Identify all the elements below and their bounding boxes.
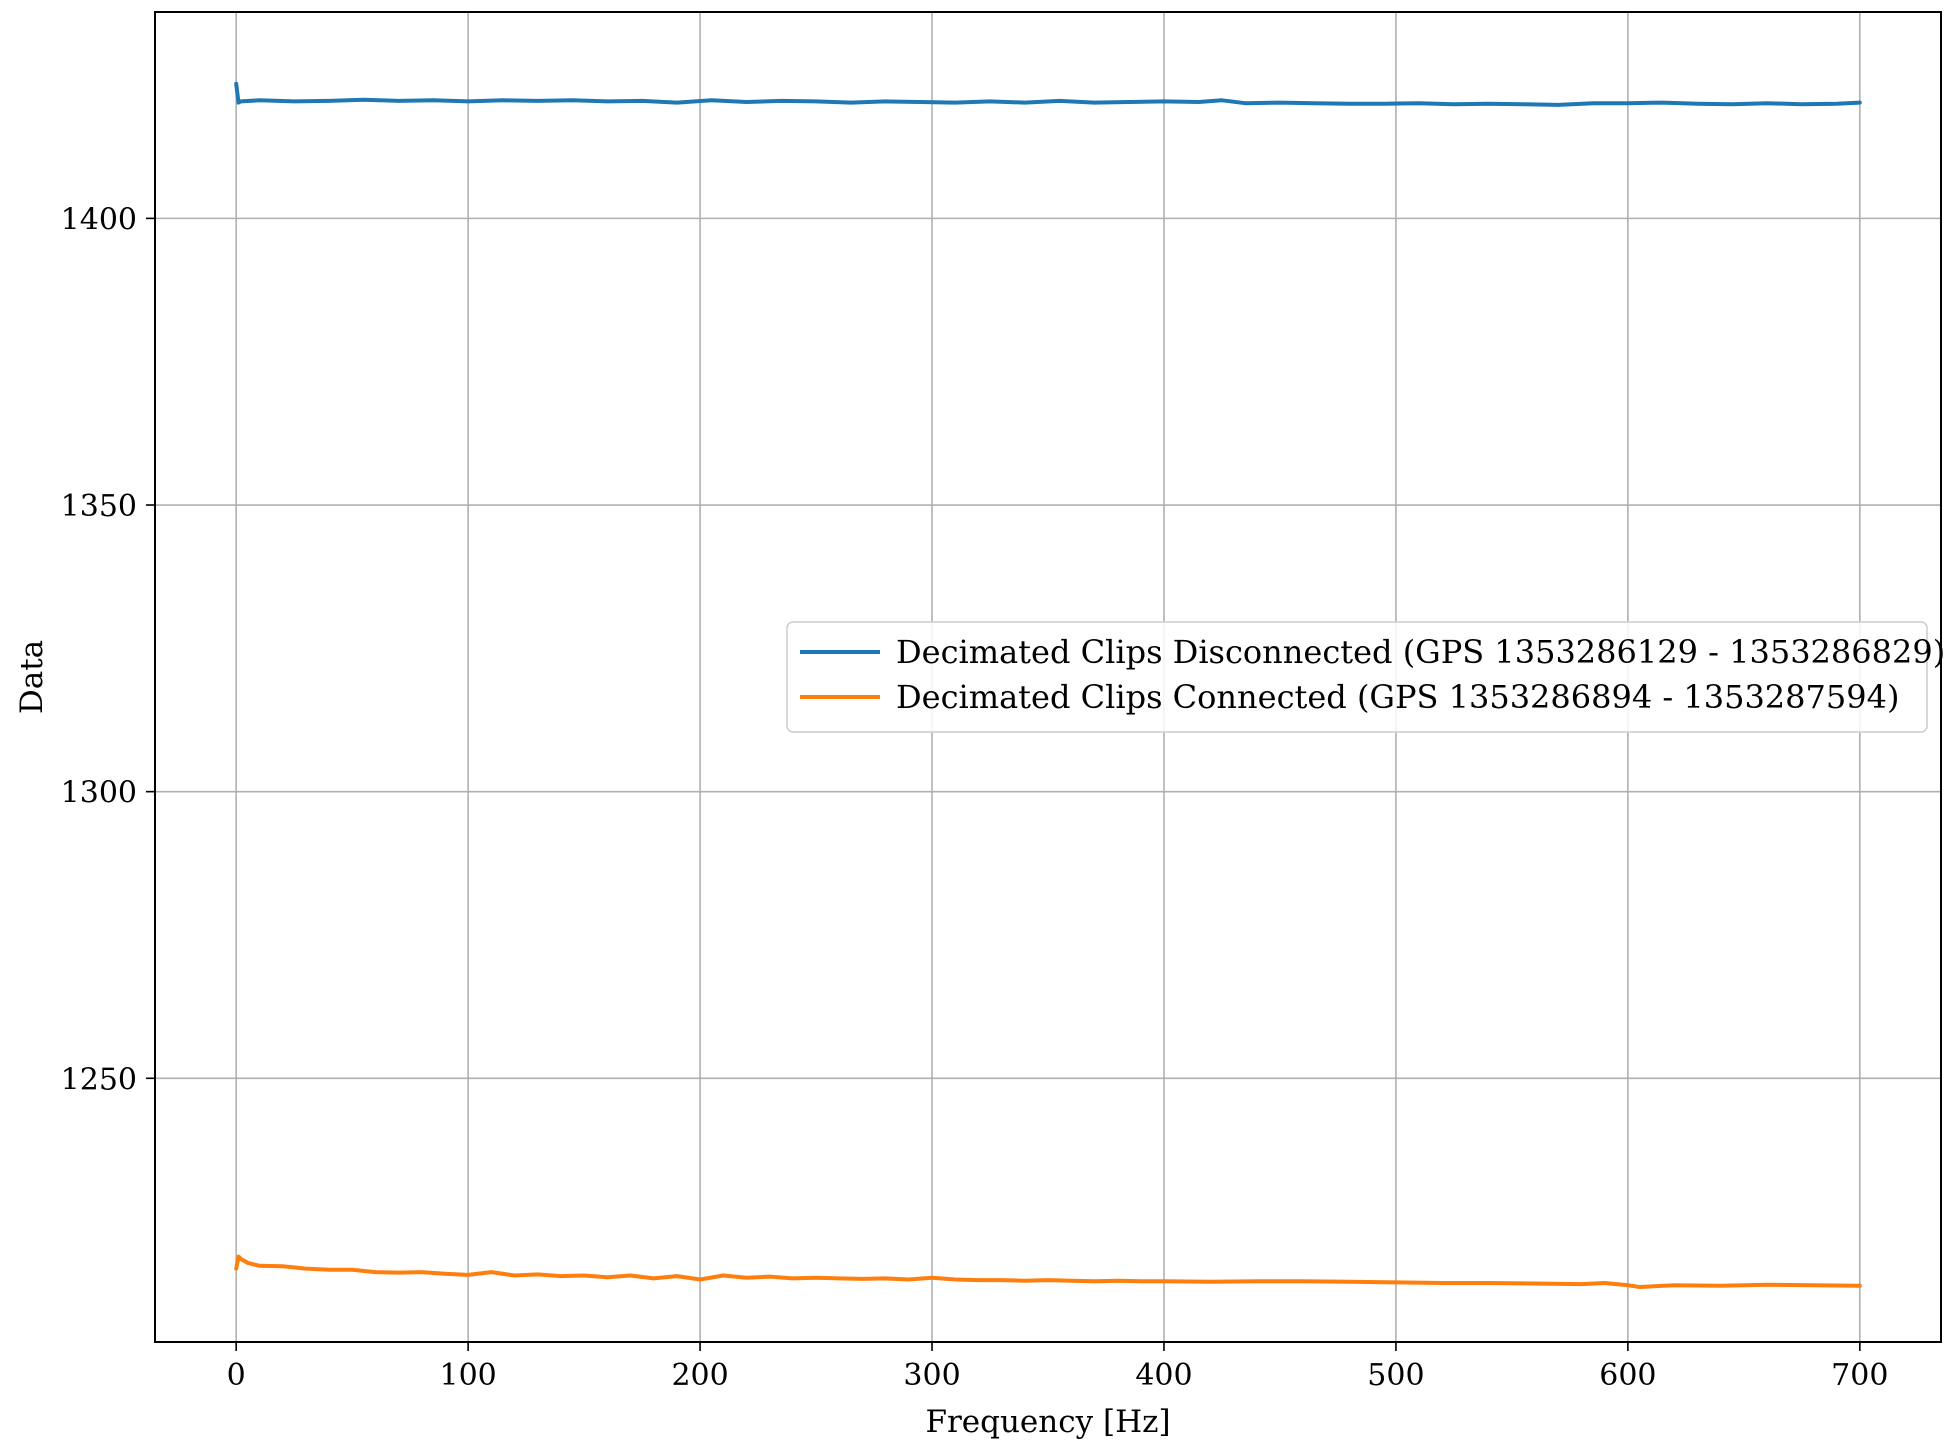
x-tick-label: 300 (903, 1358, 960, 1393)
y-axis-label: Data (14, 640, 50, 714)
legend-label-connected: Decimated Clips Connected (GPS 135328689… (896, 678, 1899, 716)
grid (155, 12, 1941, 1342)
plot-frame (154, 11, 1942, 1343)
y-tick-label: 1300 (61, 776, 137, 811)
x-tick-label: 600 (1599, 1358, 1656, 1393)
x-tick-label: 0 (227, 1358, 246, 1393)
x-tick-label: 200 (671, 1358, 728, 1393)
x-tick-label: 500 (1367, 1358, 1424, 1393)
series-line-1 (234, 81, 1862, 107)
y-tick-label: 1250 (61, 1062, 137, 1097)
x-tick-label: 100 (439, 1358, 496, 1393)
y-tick-label: 1350 (61, 489, 137, 524)
x-tick-label: 400 (1135, 1358, 1192, 1393)
legend-label-disconnected: Decimated Clips Disconnected (GPS 135328… (896, 633, 1944, 671)
ticks: 0 100 200 300 400 500 600 700 1250 1300 1350 1400 (61, 202, 1889, 1393)
series-line-2 (234, 1254, 1862, 1289)
legend: Decimated Clips Disconnected (GPS 135328… (786, 621, 1944, 733)
y-tick-label: 1400 (61, 202, 137, 237)
x-tick-label: 700 (1831, 1358, 1888, 1393)
x-axis-label: Frequency [Hz] (925, 1404, 1170, 1440)
legend-box (786, 621, 1928, 733)
plot-lines (234, 81, 1862, 1289)
